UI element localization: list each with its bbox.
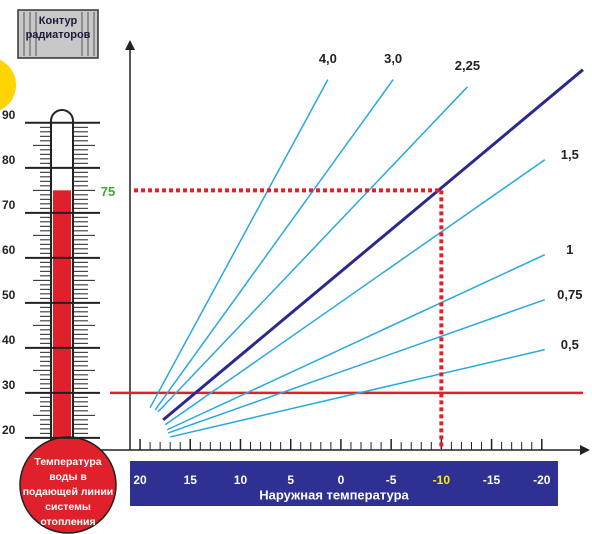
curve-label: 1 <box>566 242 573 257</box>
y-tick-label: 40 <box>2 333 16 347</box>
y-tick-label: 80 <box>2 153 16 167</box>
x-axis-band <box>130 461 558 506</box>
y-tick-label: 20 <box>2 423 16 437</box>
curve-label: 1,5 <box>561 147 579 162</box>
y-tick-label: 50 <box>2 288 16 302</box>
curve-label: 2,25 <box>455 58 480 73</box>
badge-box: Контур радиаторов <box>25 15 91 41</box>
badge-circle <box>0 59 16 111</box>
x-tick-label: -5 <box>386 473 397 487</box>
heating-curve <box>154 79 394 411</box>
radiator-body <box>17 9 99 59</box>
radiator-icon: Контур радиаторов <box>17 9 99 59</box>
bulb-label-box: Температура воды в подающей линии систем… <box>22 456 114 527</box>
x-tick-label: -10 <box>433 473 451 487</box>
x-axis-arrow <box>580 445 590 455</box>
curve-label: 0,5 <box>561 337 579 352</box>
x-tick-label: -15 <box>483 473 501 487</box>
x-tick-label: 15 <box>184 473 198 487</box>
badge-text: Контур радиаторов <box>25 15 91 41</box>
heating-curve <box>166 253 546 431</box>
heating-curve <box>162 68 584 421</box>
y-axis-arrow <box>125 40 135 50</box>
curve-label: 0,75 <box>557 287 582 302</box>
x-tick-label: 20 <box>133 473 147 487</box>
y-tick-label: 60 <box>2 243 16 257</box>
y-tick-label: 90 <box>2 108 16 122</box>
heating-curve <box>149 79 329 409</box>
radiator-fins <box>23 12 95 56</box>
y-tick-label: 30 <box>2 378 16 392</box>
x-tick-label: 10 <box>234 473 248 487</box>
x-tick-label: -20 <box>533 473 551 487</box>
heating-curve <box>157 86 469 413</box>
heating-curve <box>164 159 546 426</box>
x-tick-label: 5 <box>287 473 294 487</box>
y-tick-label: 70 <box>2 198 16 212</box>
heating-curve <box>170 348 545 438</box>
heating-curve <box>167 298 546 434</box>
reading-label: 75 <box>101 184 115 199</box>
x-tick-label: 0 <box>338 473 345 487</box>
y-axis-label: Температура воды в подающей линии систем… <box>22 456 114 527</box>
curve-label: 3,0 <box>384 51 402 66</box>
curve-label: 4,0 <box>319 51 337 66</box>
x-axis-label: Наружная температура <box>259 487 409 502</box>
thermometer-fill <box>53 190 71 470</box>
